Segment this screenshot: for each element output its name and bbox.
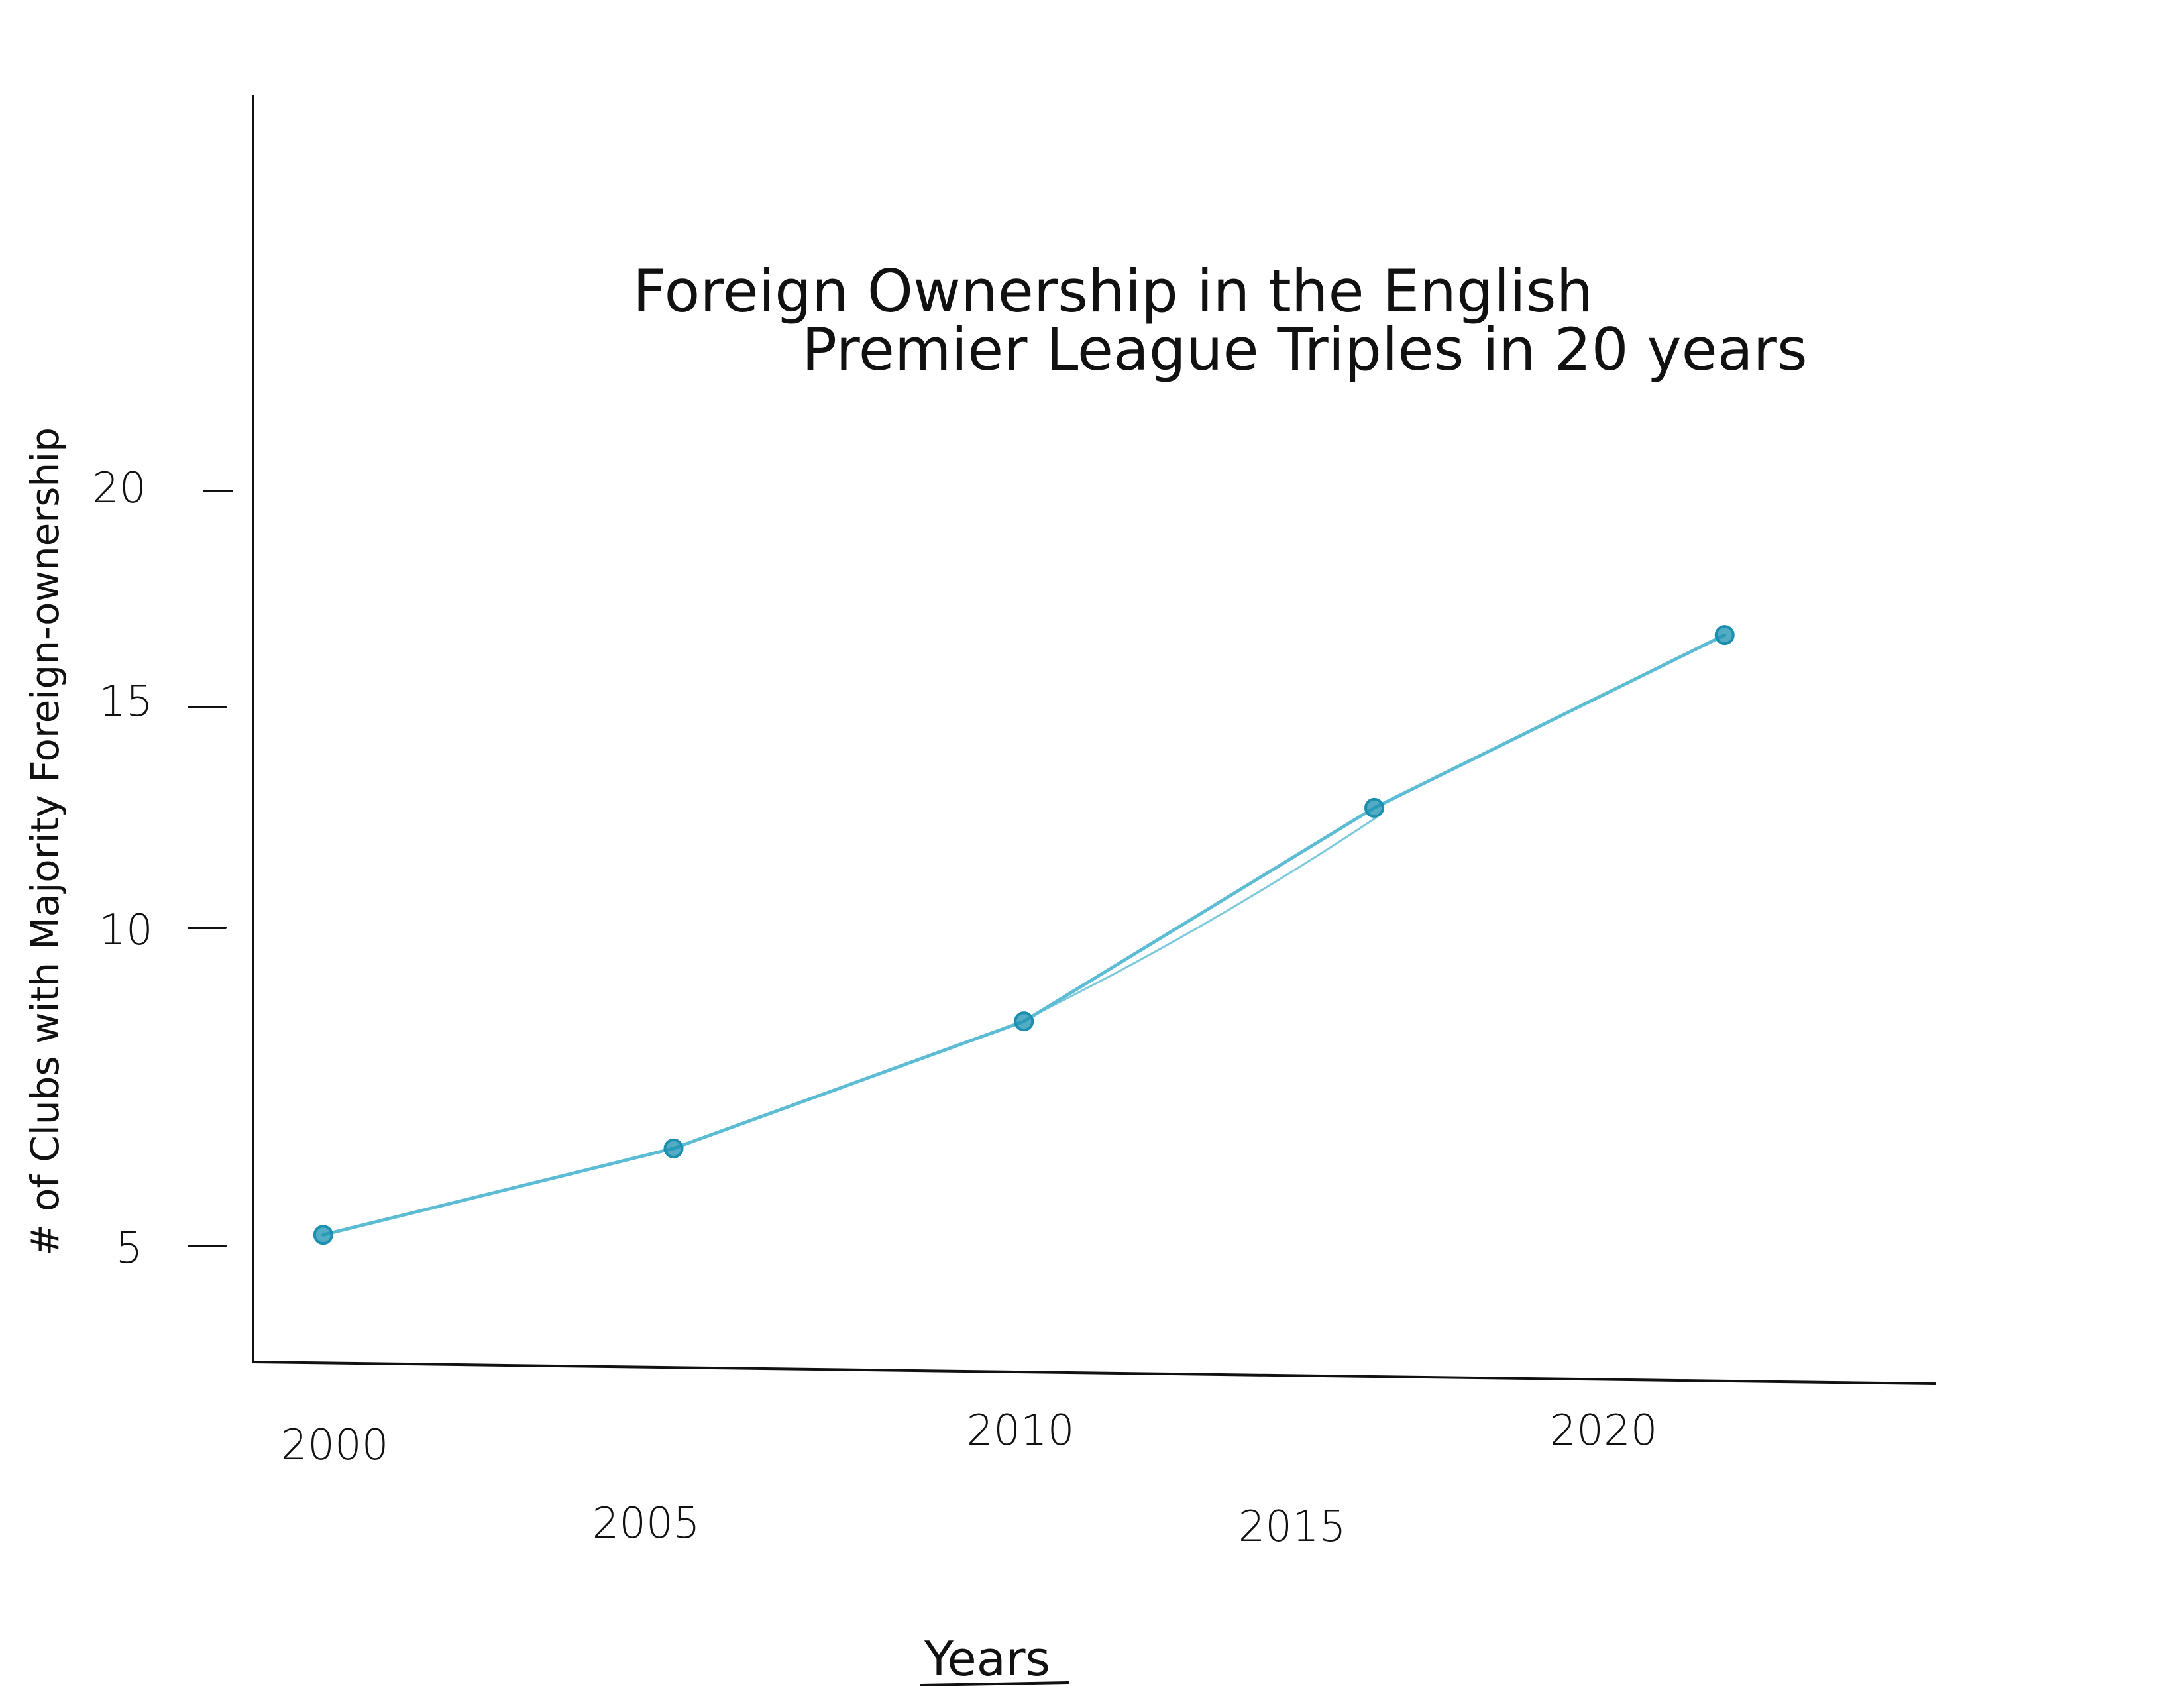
data-point-2010 [1014, 1011, 1034, 1032]
y-axis-label: # of Clubs with Majority Foreign-ownersh… [23, 427, 68, 1256]
y-tick-label: 5 [116, 1224, 143, 1273]
data-point-2015 [1364, 797, 1384, 818]
series-line [321, 633, 1727, 1237]
x-axis-label-underline [920, 1681, 1069, 1686]
x-axis-label: Years [924, 1631, 1050, 1686]
x-tick-label: 2005 [592, 1499, 700, 1548]
chart-title-line-2: Premier League Triples in 20 years [802, 315, 1808, 384]
series-line-sketch-stroke [1028, 816, 1378, 1019]
x-axis-line [252, 1361, 1936, 1385]
x-tick-label: 2010 [967, 1406, 1075, 1455]
chart-title-line-1: Foreign Ownership in the English [633, 257, 1593, 325]
data-point-2000 [313, 1225, 333, 1245]
series-layer [313, 625, 1735, 1245]
x-tick-label: 2000 [281, 1421, 389, 1470]
y-tick-label: 15 [99, 677, 152, 726]
x-tick-label: 2015 [1238, 1502, 1346, 1551]
x-tick-label: 2020 [1550, 1406, 1658, 1455]
data-point-2005 [663, 1138, 684, 1158]
y-tick-label: 20 [92, 464, 146, 513]
y-tick-label: 10 [99, 906, 152, 955]
data-point-2020 [1714, 625, 1735, 646]
